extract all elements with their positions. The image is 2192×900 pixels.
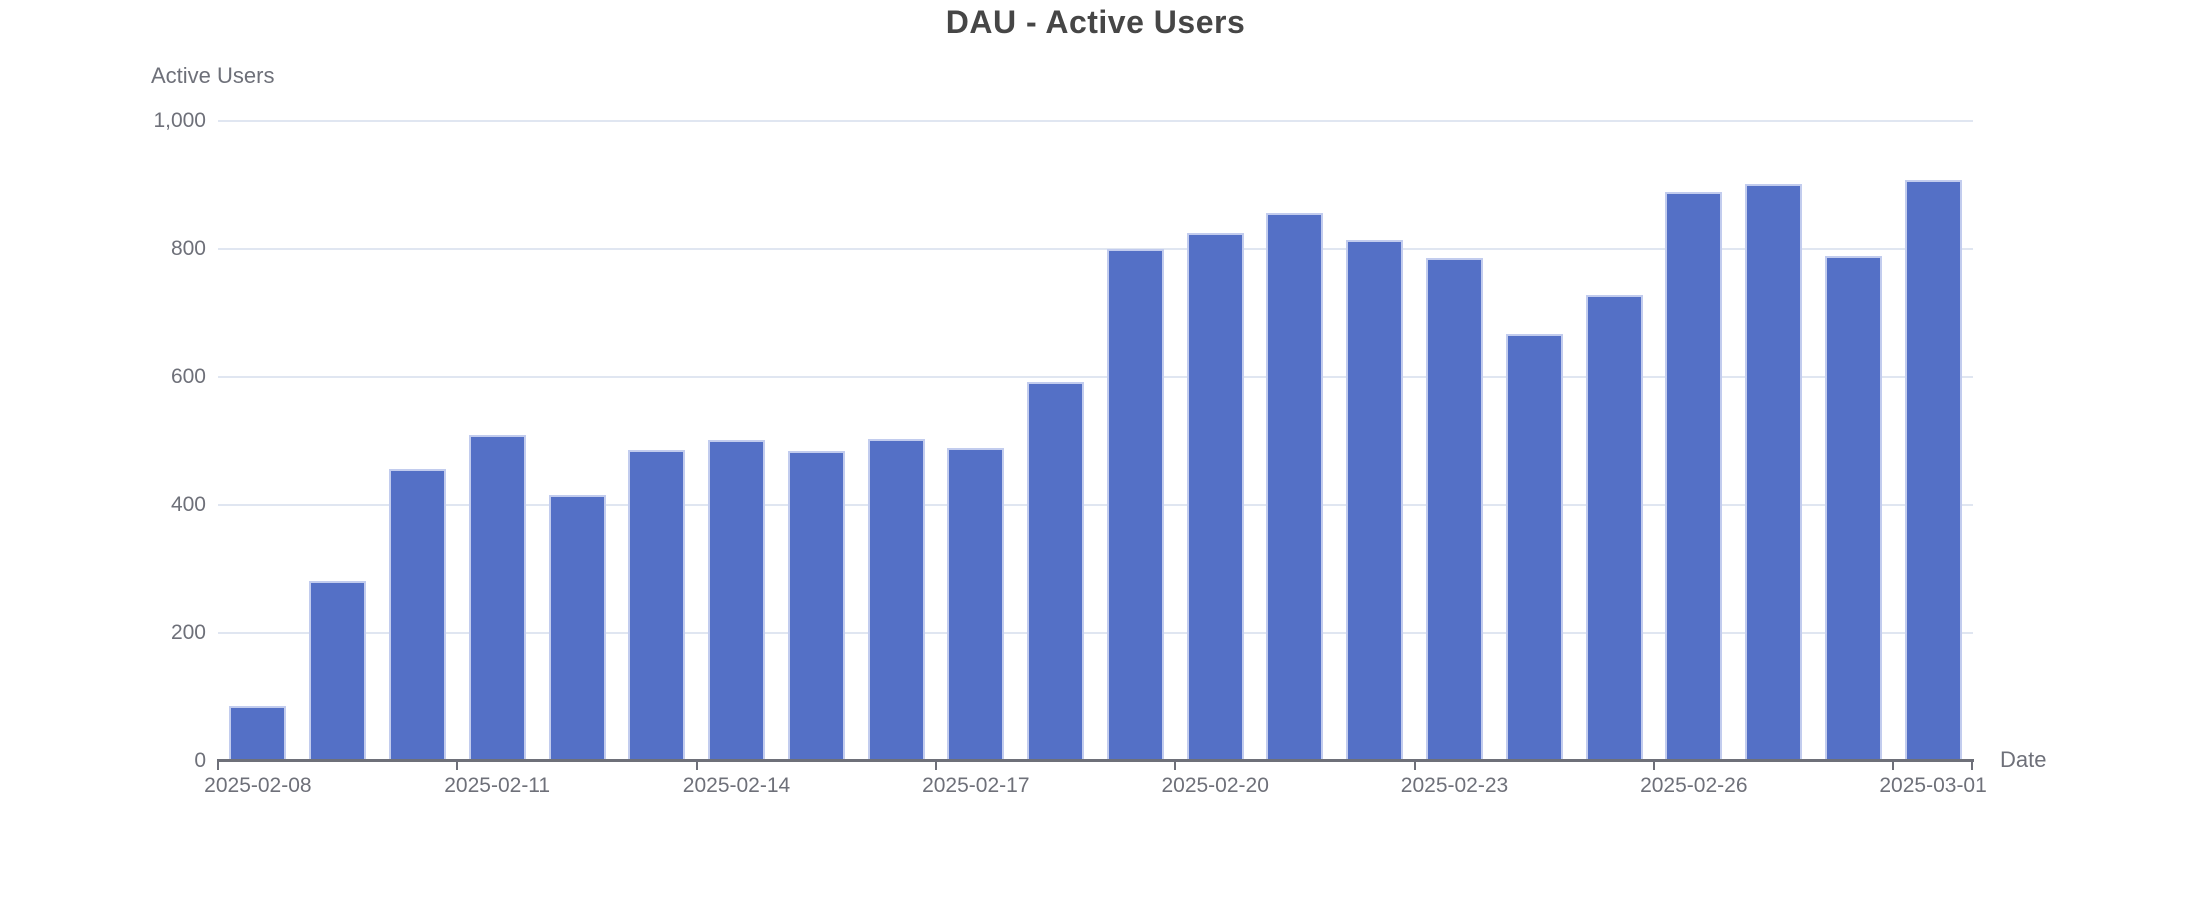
y-axis-name: Active Users xyxy=(151,63,275,88)
y-tick-label: 0 xyxy=(194,748,206,772)
gridline xyxy=(218,375,1973,378)
x-tick-label: 2025-02-11 xyxy=(444,774,551,797)
bar[interactable] xyxy=(867,439,925,761)
x-tick-label: 2025-03-01 xyxy=(1879,774,1987,797)
x-tick-label: 2025-02-20 xyxy=(1161,774,1269,797)
bar[interactable] xyxy=(708,439,765,761)
bar[interactable] xyxy=(388,469,446,761)
x-axis-tick xyxy=(1971,760,1973,770)
x-tick-label: 2025-02-23 xyxy=(1400,774,1509,797)
x-axis-tick xyxy=(217,760,219,770)
x-axis-tick xyxy=(456,760,459,770)
bar[interactable] xyxy=(1106,248,1164,761)
bar[interactable] xyxy=(309,581,367,761)
x-axis-tick xyxy=(1892,760,1895,770)
x-axis-tick xyxy=(1413,760,1416,770)
bar[interactable] xyxy=(787,450,845,761)
x-axis-tick xyxy=(1174,760,1177,770)
chart-title: DAU - Active Users xyxy=(945,4,1246,40)
gridline xyxy=(218,503,1973,506)
bar[interactable] xyxy=(1266,213,1324,761)
bar[interactable] xyxy=(468,435,526,761)
bar[interactable] xyxy=(947,448,1005,761)
gridline xyxy=(218,119,1973,122)
x-axis-tick xyxy=(695,760,698,770)
bar[interactable] xyxy=(1745,183,1803,761)
bar[interactable] xyxy=(1665,192,1723,761)
bar[interactable] xyxy=(1505,333,1563,761)
bar[interactable] xyxy=(1426,258,1483,761)
x-tick-label: 2025-02-14 xyxy=(682,774,791,797)
x-tick-label: 2025-02-08 xyxy=(204,774,312,797)
bar[interactable] xyxy=(1027,381,1085,761)
x-axis-name: Date xyxy=(2000,747,2047,772)
y-tick-label: 200 xyxy=(170,620,206,644)
x-axis-line xyxy=(217,759,1974,762)
bar[interactable] xyxy=(229,706,287,761)
gridline xyxy=(218,247,1973,250)
x-tick-label: 2025-02-17 xyxy=(922,774,1030,797)
x-axis-tick xyxy=(935,760,937,770)
bar[interactable] xyxy=(1585,294,1643,761)
bar[interactable] xyxy=(548,494,606,761)
bar[interactable] xyxy=(1346,240,1404,761)
x-axis-tick xyxy=(1652,760,1655,770)
bar[interactable] xyxy=(628,450,686,761)
y-tick-label: 600 xyxy=(170,364,206,388)
y-tick-label: 800 xyxy=(170,236,206,260)
y-tick-label: 1,000 xyxy=(153,108,206,132)
bar[interactable] xyxy=(1824,256,1882,761)
y-tick-label: 400 xyxy=(170,492,206,516)
bar[interactable] xyxy=(1904,180,1962,761)
bar[interactable] xyxy=(1186,232,1244,761)
x-tick-label: 2025-02-26 xyxy=(1640,774,1748,797)
gridline xyxy=(218,631,1973,634)
